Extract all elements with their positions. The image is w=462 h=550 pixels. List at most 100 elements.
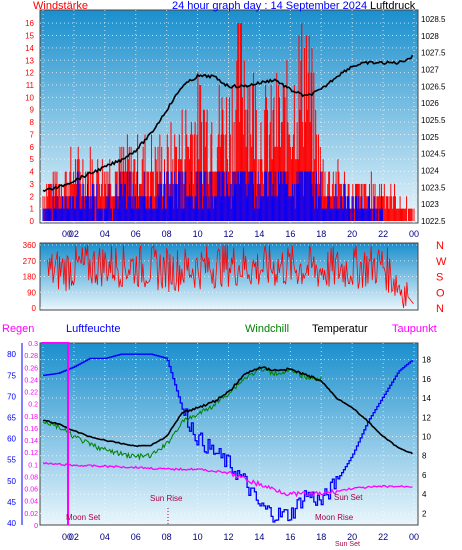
rain-tick-label: 0.02 xyxy=(24,511,38,518)
top-x-tick-label: 00 xyxy=(62,229,72,239)
bottom-x-tick-label: 00 xyxy=(409,532,419,542)
temp-tick-label: 10 xyxy=(422,433,431,442)
rain-tick-label: 0.22 xyxy=(24,390,38,397)
pressure-tick-label: 1025.5 xyxy=(421,116,446,125)
pressure-tick-label: 1027 xyxy=(421,66,439,75)
pressure-tick-label: 1028 xyxy=(421,32,439,41)
wind-tick-label: 7 xyxy=(30,130,35,139)
temp-tick-label: 18 xyxy=(422,356,431,365)
compass-label: S xyxy=(436,272,443,284)
wind-title: Windstärke xyxy=(33,0,88,12)
bottom-x-tick-label: 02 xyxy=(69,532,79,542)
pressure-tick-label: 1028.5 xyxy=(421,15,446,24)
compass-label: N xyxy=(436,303,444,315)
wind-tick-label: 10 xyxy=(25,93,34,102)
top-x-tick-label: 10 xyxy=(193,229,203,239)
temp-tick-label: 4 xyxy=(422,490,427,499)
temp-tick-label: 2 xyxy=(422,509,427,518)
moon-rise-label: Moon Rise xyxy=(315,513,354,522)
humidity-label: Luftfeuchte xyxy=(66,323,120,335)
bottom-x-tick-label: 12 xyxy=(223,532,233,542)
top-x-tick-label: 08 xyxy=(162,229,172,239)
rain-tick-label: 0.16 xyxy=(24,426,38,433)
wind-tick-label: 14 xyxy=(25,44,34,53)
humidity-tick-label: 75 xyxy=(7,371,16,380)
bottom-x-tick-label: 14 xyxy=(254,532,264,542)
wind-tick-label: 2 xyxy=(30,192,35,201)
dewpoint-label: Taupunkt xyxy=(392,323,437,335)
windchill-series xyxy=(42,366,322,461)
bottom-x-tick-label: 06 xyxy=(131,532,141,542)
dewpoint-series xyxy=(42,461,413,498)
temp-tick-label: 14 xyxy=(422,394,431,403)
bottom-x-tick-label: 04 xyxy=(100,532,110,542)
wind-tick-label: 16 xyxy=(25,19,34,28)
rain-tick-label: 0.04 xyxy=(24,499,38,506)
rain-tick-label: 0.12 xyxy=(24,450,38,457)
direction-tick-label: 360 xyxy=(23,241,37,250)
wind-tick-label: 1 xyxy=(30,205,35,214)
compass-label: W xyxy=(436,256,447,268)
sun-rise-label: Sun Rise xyxy=(150,494,183,503)
wind-tick-label: 3 xyxy=(30,180,35,189)
pressure-tick-label: 1026.5 xyxy=(421,82,446,91)
axes: 0123456789101112131415161022.510231023.5… xyxy=(7,15,447,542)
temperature-series xyxy=(42,366,413,455)
temp-tick-label: 16 xyxy=(422,375,431,384)
direction-tick-label: 180 xyxy=(23,273,37,282)
pressure-tick-label: 1027.5 xyxy=(421,49,446,58)
bottom-x-tick-label: 18 xyxy=(316,532,326,542)
rain-tick-label: 0.08 xyxy=(24,474,38,481)
pressure-tick-label: 1024.5 xyxy=(421,150,446,159)
top-x-tick-label: 06 xyxy=(131,229,141,239)
pressure-tick-label: 1025 xyxy=(421,133,439,142)
humidity-tick-label: 50 xyxy=(7,477,16,486)
wind-tick-label: 11 xyxy=(26,81,35,90)
humidity-tick-label: 45 xyxy=(7,498,16,507)
direction-series xyxy=(47,244,414,309)
wind-tick-label: 5 xyxy=(30,155,35,164)
humidity-tick-label: 40 xyxy=(7,519,16,528)
top-x-tick-label: 16 xyxy=(285,229,295,239)
top-x-tick-label: 22 xyxy=(378,229,388,239)
direction-line xyxy=(47,244,414,309)
windchill-label: Windchill xyxy=(245,323,289,335)
pressure-line xyxy=(42,54,414,193)
bottom-x-tick-label: 20 xyxy=(347,532,357,542)
bottom-x-tick-label: 08 xyxy=(162,532,172,542)
direction-tick-label: 0 xyxy=(32,304,37,313)
wind-tick-label: 0 xyxy=(30,217,35,226)
pressure-tick-label: 1022.5 xyxy=(421,217,446,226)
humidity-series xyxy=(43,353,413,523)
humidity-tick-label: 80 xyxy=(7,350,16,359)
bottom-x-tick-label: 16 xyxy=(285,532,295,542)
rain-tick-label: 0.26 xyxy=(24,365,38,372)
temp-tick-label: 8 xyxy=(422,452,427,461)
wind-tick-label: 6 xyxy=(30,143,35,152)
wind-tick-label: 4 xyxy=(30,168,35,177)
top-x-tick-label: 12 xyxy=(223,229,233,239)
rain-tick-label: 0.14 xyxy=(24,438,38,445)
sun-set-bottom-label: Sun Set xyxy=(335,541,360,548)
compass-label: N xyxy=(436,240,444,252)
rain-tick-label: 0 xyxy=(34,523,38,530)
rain-series xyxy=(41,342,69,525)
top-x-tick-label: 02 xyxy=(69,229,79,239)
wind-tick-label: 8 xyxy=(30,118,35,127)
top-x-tick-label: 18 xyxy=(316,229,326,239)
pressure-tick-label: 1026 xyxy=(421,99,439,108)
direction-tick-label: 270 xyxy=(23,257,37,266)
top-x-tick-label: 00 xyxy=(409,229,419,239)
rain-tick-label: 0.18 xyxy=(24,414,38,421)
pressure-tick-label: 1024 xyxy=(421,167,439,176)
rain-tick-label: 0.28 xyxy=(24,353,38,360)
rain-tick-label: 0.24 xyxy=(24,377,38,384)
direction-tick-label: 90 xyxy=(27,288,36,297)
wind-tick-label: 12 xyxy=(25,69,34,78)
rain-label: Regen xyxy=(2,323,34,335)
humidity-tick-label: 65 xyxy=(7,414,16,423)
pressure-series xyxy=(42,54,414,193)
bottom-x-tick-label: 10 xyxy=(193,532,203,542)
bottom-x-tick-label: 00 xyxy=(62,532,72,542)
rain-tick-label: 0.2 xyxy=(28,402,38,409)
